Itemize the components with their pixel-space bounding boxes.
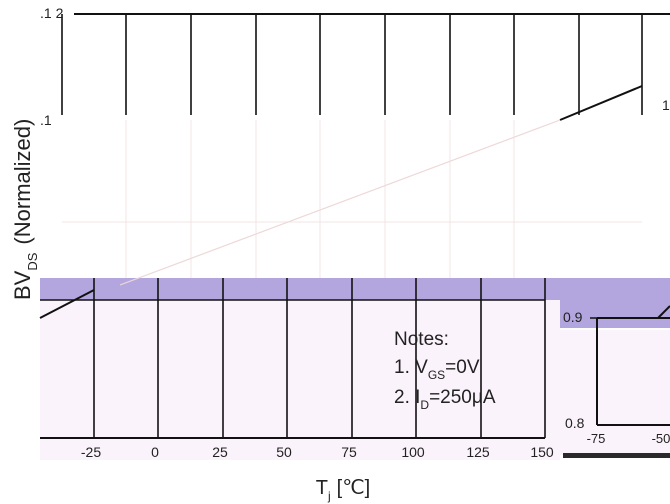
notes-box: Notes: 1. VGS=0V 2. ID=250μA (394, 329, 496, 412)
curve-segment-lower (39, 289, 95, 319)
x-tick-label-50: 50 (276, 444, 292, 460)
notes-title: Notes: (394, 329, 449, 350)
x-tick-label-0: 0 (151, 444, 159, 460)
y-tick-label-2: 0.9 (563, 309, 583, 325)
note-vgs: 1. VGS=0V (394, 357, 480, 382)
y-tick-label-0: .1 2 (40, 5, 64, 21)
data-series (39, 85, 670, 319)
x-axis-title: Tj [℃] (316, 477, 370, 503)
note-id: 2. ID=250μA (394, 387, 496, 412)
y-tick-right-0: 1 (662, 97, 670, 113)
y-tick-label-1: .1 (40, 112, 52, 128)
x-tick-label-25: 25 (212, 444, 228, 460)
x-tick-label-150: 150 (530, 444, 554, 460)
x-tick-label-75: 75 (341, 444, 357, 460)
x-tick-label--25: -25 (81, 444, 101, 460)
y-axis-title: BVDS(Normalized) (10, 119, 40, 300)
curve-segment-upper (559, 85, 643, 121)
y-tick-label-3: 0.8 (565, 415, 585, 431)
curve-segment-inset (657, 305, 670, 319)
inset-x-tick--50: -50 (652, 431, 670, 446)
axes (40, 13, 670, 439)
lower-plot-tint (40, 300, 560, 460)
curve-segment-washed (119, 119, 561, 286)
inset-x-tick--75: -75 (587, 431, 606, 446)
x-tick-label-100: 100 (401, 444, 425, 460)
grid-lines (40, 14, 643, 438)
scan-artifact (563, 453, 670, 458)
inset-plot-tint (560, 330, 670, 455)
tick-labels: -25 0 25 50 75 100 125 150 -75 -50 .1 2 .1 0.9 0.8 1 (40, 5, 670, 460)
x-tick-label-125: 125 (466, 444, 490, 460)
